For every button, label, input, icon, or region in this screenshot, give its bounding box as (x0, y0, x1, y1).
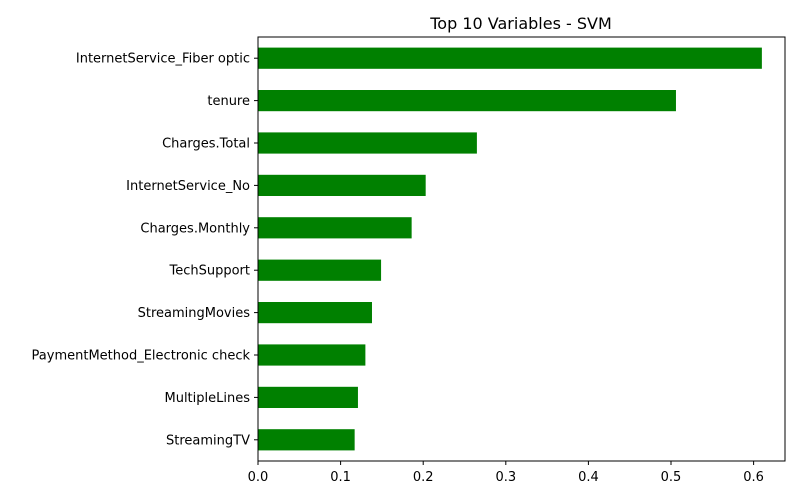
bar (258, 302, 372, 324)
x-tick-label: 0.6 (743, 470, 764, 485)
y-tick-label: TechSupport (168, 264, 250, 279)
x-tick-label: 0.2 (413, 470, 434, 485)
bar (258, 217, 412, 239)
bar (258, 132, 477, 154)
plot-frame (257, 36, 786, 462)
x-tick-label: 0.5 (661, 470, 682, 485)
bar (258, 47, 762, 69)
y-tick-label: InternetService_Fiber optic (76, 52, 250, 67)
chart-title: Top 10 Variables - SVM (429, 14, 612, 33)
bar (258, 174, 426, 196)
x-tick-label: 0.0 (248, 470, 269, 485)
y-tick-label: Charges.Monthly (140, 221, 250, 236)
y-tick-label: StreamingMovies (138, 306, 251, 321)
bar (258, 259, 382, 281)
y-tick-label: StreamingTV (166, 433, 250, 448)
bar (258, 344, 366, 366)
y-tick-label: tenure (207, 94, 250, 109)
x-tick-label: 0.4 (578, 470, 599, 485)
y-axis: InternetService_Fiber optic tenure Charges… (32, 52, 258, 448)
bars-group (258, 47, 762, 451)
y-tick-label: Charges.Total (162, 137, 250, 152)
y-tick-label: MultipleLines (164, 391, 250, 406)
x-axis: 0.0 0.1 0.2 0.3 0.4 0.5 0.6 (248, 461, 764, 485)
plot-border (257, 36, 786, 462)
bar (258, 429, 355, 451)
x-tick-label: 0.3 (495, 470, 516, 485)
x-tick-label: 0.1 (330, 470, 351, 485)
bar (258, 90, 676, 112)
bar (258, 386, 358, 408)
y-tick-label: InternetService_No (126, 179, 250, 194)
y-tick-label: PaymentMethod_Electronic check (32, 349, 251, 364)
